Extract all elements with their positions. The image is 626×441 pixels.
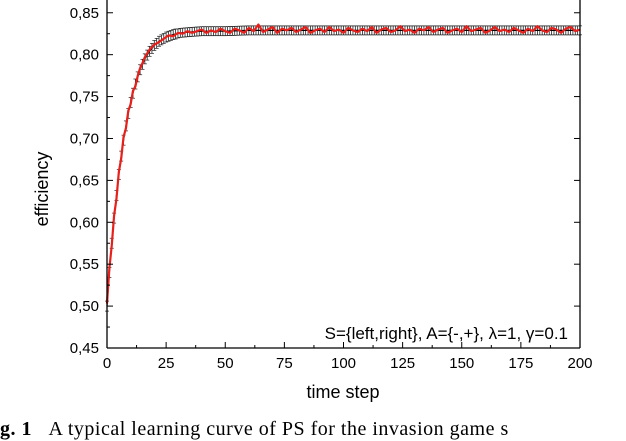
y-axis-label: efficiency: [32, 152, 52, 227]
series-layer: [105, 23, 582, 312]
figure-caption-label: g. 1: [0, 418, 32, 440]
x-tick-label: 125: [390, 355, 415, 372]
x-tick-label: 25: [158, 355, 175, 372]
x-tick-label: 200: [567, 355, 592, 372]
y-tick-label: 0,55: [70, 256, 99, 273]
x-tick-label: 150: [449, 355, 474, 372]
y-tick-label: 0,70: [70, 130, 99, 147]
analytic-curve: [106, 29, 580, 307]
simulation-curve: [105, 23, 581, 304]
figure-caption: g. 1 A typical learning curve of PS for …: [0, 418, 509, 441]
y-tick-label: 0,50: [70, 298, 99, 315]
x-tick-label: 100: [331, 355, 356, 372]
x-tick-label: 0: [103, 355, 111, 372]
learning-curve-chart: 0 25 50 75 100 125 150 175 200 0,45 0,50 0,55 0,60 0,…: [32, 0, 593, 402]
x-tick-label: 75: [276, 355, 293, 372]
y-tick-label: 0,85: [70, 5, 99, 22]
y-tick-label: 0,65: [70, 172, 99, 189]
x-axis-label: time step: [306, 382, 379, 402]
figure-caption-text: A typical learning curve of PS for the i…: [48, 418, 509, 440]
axes: 0 25 50 75 100 125 150 175 200 0,45 0,50 0,55 0,60 0,…: [70, 0, 593, 372]
x-tick-label: 50: [217, 355, 234, 372]
y-tick-label: 0,80: [70, 47, 99, 64]
y-tick-label: 0,45: [70, 340, 99, 357]
y-tick-label: 0,75: [70, 89, 99, 106]
y-tick-label: 0,60: [70, 214, 99, 231]
chart-annotation: S={left,right}, A={-,+}, λ=1, γ=0.1: [325, 324, 568, 343]
x-tick-label: 175: [508, 355, 533, 372]
